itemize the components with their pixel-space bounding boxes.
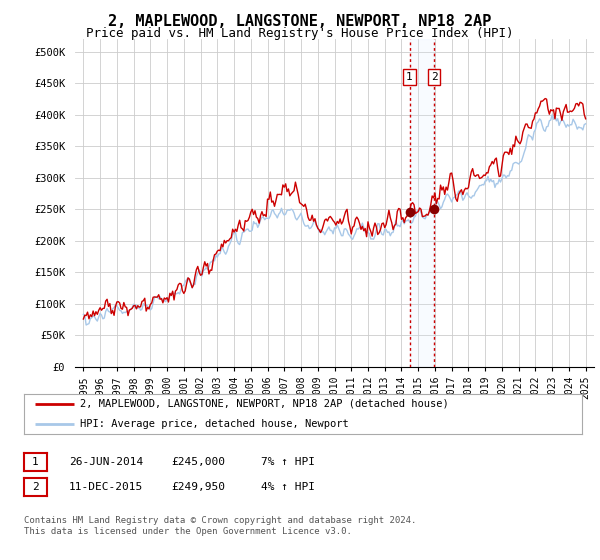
Text: 26-JUN-2014: 26-JUN-2014 [69, 457, 143, 467]
Text: £249,950: £249,950 [171, 482, 225, 492]
Text: 2, MAPLEWOOD, LANGSTONE, NEWPORT, NP18 2AP (detached house): 2, MAPLEWOOD, LANGSTONE, NEWPORT, NP18 2… [80, 399, 449, 409]
Text: 2, MAPLEWOOD, LANGSTONE, NEWPORT, NP18 2AP: 2, MAPLEWOOD, LANGSTONE, NEWPORT, NP18 2… [109, 14, 491, 29]
Text: 2: 2 [431, 72, 437, 82]
Text: HPI: Average price, detached house, Newport: HPI: Average price, detached house, Newp… [80, 419, 349, 429]
Text: 1: 1 [406, 72, 413, 82]
Text: 7% ↑ HPI: 7% ↑ HPI [261, 457, 315, 467]
Text: Contains HM Land Registry data © Crown copyright and database right 2024.
This d: Contains HM Land Registry data © Crown c… [24, 516, 416, 536]
Text: 1: 1 [32, 457, 39, 467]
Text: Price paid vs. HM Land Registry's House Price Index (HPI): Price paid vs. HM Land Registry's House … [86, 27, 514, 40]
Text: £245,000: £245,000 [171, 457, 225, 467]
Text: 2: 2 [32, 482, 39, 492]
Text: 4% ↑ HPI: 4% ↑ HPI [261, 482, 315, 492]
Text: 11-DEC-2015: 11-DEC-2015 [69, 482, 143, 492]
Bar [410, 39, 434, 367]
